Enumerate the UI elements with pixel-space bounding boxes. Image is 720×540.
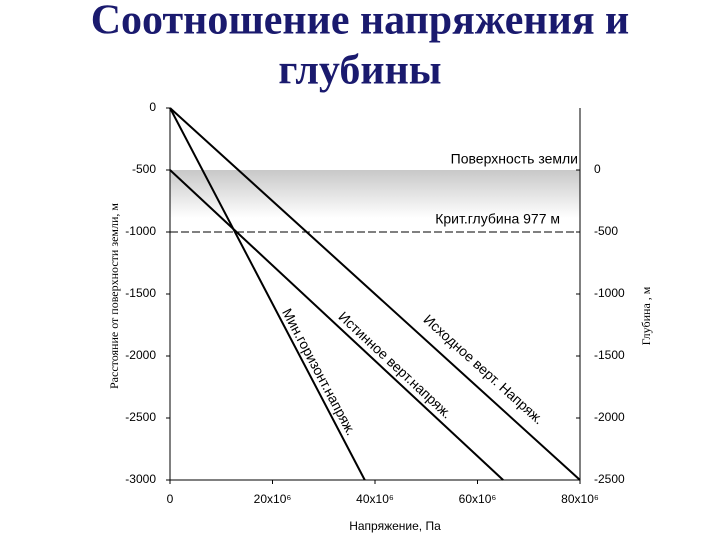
x-tick-label: 0: [167, 492, 174, 506]
x-tick-label: 80x10⁶: [561, 492, 599, 506]
y-tick-label: 0: [149, 100, 156, 114]
y-axis-label: Расстояние от поверхности земли, м: [107, 203, 121, 389]
y-tick-label: -1000: [125, 224, 156, 238]
annotation: Поверхность земли: [451, 151, 578, 167]
x-tick-label: 20x10⁶: [254, 492, 292, 506]
y-tick-label: -500: [132, 162, 156, 176]
x-tick-label: 60x10⁶: [459, 492, 497, 506]
y2-tick-label: -1000: [594, 286, 625, 300]
y-tick-label: -3000: [125, 472, 156, 486]
surface-band: [170, 170, 580, 218]
y2-axis-label: Глубина , м: [639, 286, 653, 345]
line: [169, 107, 366, 481]
chart-title: глубины: [278, 48, 441, 94]
y-tick-label: -1500: [125, 286, 156, 300]
y2-tick-label: -1500: [594, 348, 625, 362]
line: [169, 169, 504, 481]
y-tick-label: -2000: [125, 348, 156, 362]
y2-tick-label: -2000: [594, 410, 625, 424]
y2-tick-label: -2500: [594, 472, 625, 486]
chart-title: Соотношение напряжения и: [91, 0, 630, 44]
y2-tick-label: 0: [594, 162, 601, 176]
line: [169, 107, 581, 481]
y-tick-label: -2500: [125, 410, 156, 424]
x-axis-label: Напряжение, Па: [349, 519, 441, 533]
x-tick-label: 40x10⁶: [356, 492, 394, 506]
y2-tick-label: -500: [594, 224, 618, 238]
annotation: Крит.глубина 977 м: [435, 211, 560, 227]
